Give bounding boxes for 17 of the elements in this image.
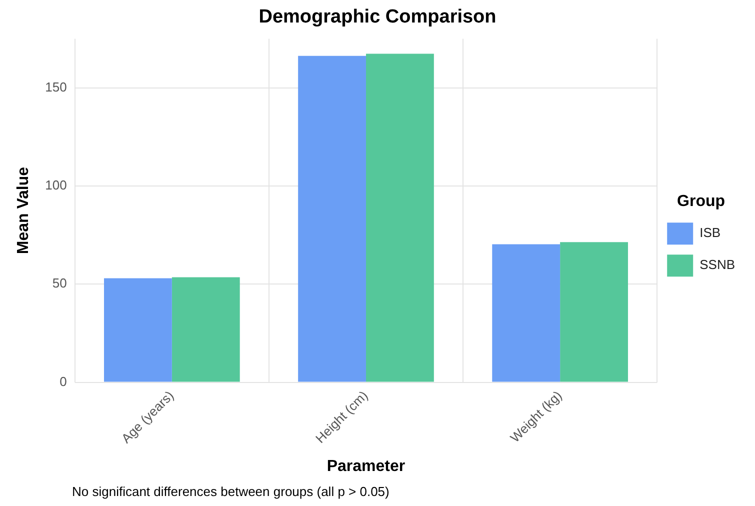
y-tick-label: 100: [45, 178, 67, 193]
legend-label: ISB: [700, 225, 721, 240]
y-tick-label: 150: [45, 79, 67, 94]
legend-label: SSNB: [700, 257, 736, 272]
bar: [172, 277, 240, 382]
bar: [560, 242, 628, 382]
bar: [298, 56, 366, 382]
bar: [104, 278, 172, 382]
text: No significant differences between groups (all p > 0.05): [72, 484, 390, 499]
x-axis-title: Parameter: [326, 458, 406, 475]
chart-title: Demographic Comparison: [258, 6, 496, 28]
y-tick-label: 50: [52, 276, 67, 291]
bar: [492, 244, 560, 382]
y-tick-label: 0: [60, 374, 67, 389]
y-axis-title: Mean Value: [15, 166, 32, 254]
legend-title: Group: [677, 192, 726, 210]
bar: [366, 54, 434, 382]
